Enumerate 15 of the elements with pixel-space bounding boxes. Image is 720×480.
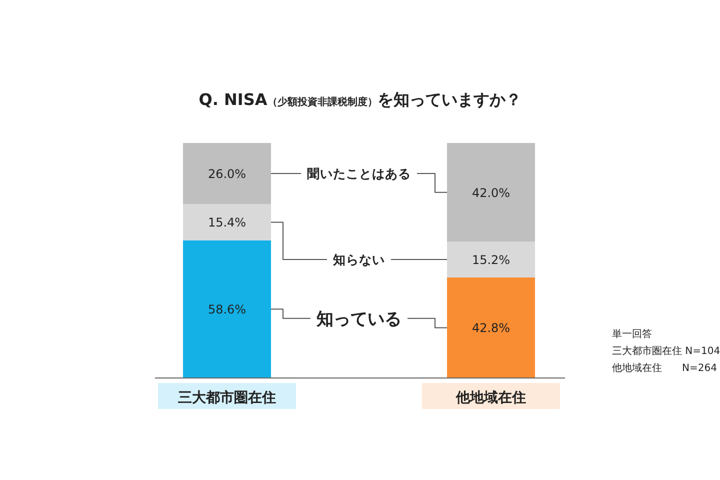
data-label: 42.8% (472, 321, 510, 336)
chart-title: Q. NISA（少額投資非課税制度）を知っていますか？ (198, 90, 522, 109)
data-label: 15.4% (208, 216, 246, 230)
x-tick-label: 他地域在住 (455, 390, 526, 406)
data-label: 15.2% (472, 253, 510, 268)
data-label: 26.0% (208, 167, 246, 182)
data-label: 42.0% (472, 186, 510, 200)
text: 単一回答 (612, 328, 652, 340)
text: 知っている (316, 309, 402, 330)
text: 三大都市圏在住 N=104 (612, 345, 720, 357)
text: 他地域在住 N=264 (612, 362, 717, 374)
data-label: 58.6% (208, 302, 246, 317)
text: 聞いたことはある (307, 166, 411, 181)
text: 知らない (332, 252, 385, 267)
x-tick-label: 三大都市圏在住 (178, 389, 276, 406)
